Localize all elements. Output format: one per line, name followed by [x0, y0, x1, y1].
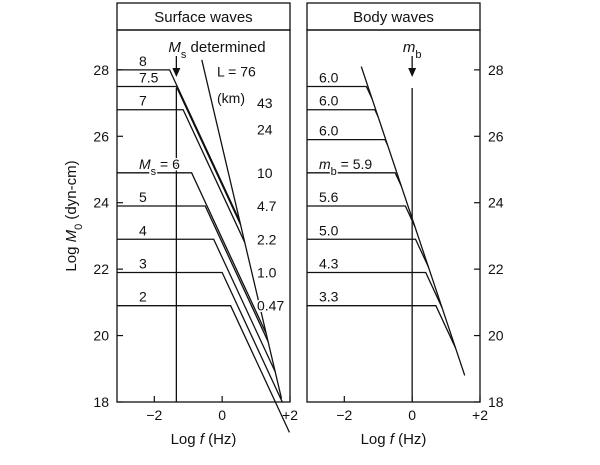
spectrum-curve	[307, 138, 389, 146]
spectrum-curve	[117, 305, 291, 433]
length-value: 24	[257, 122, 273, 138]
length-unit: (km)	[217, 90, 245, 106]
spectrum-label: 5	[139, 189, 147, 205]
x-axis-label: Log f (Hz)	[361, 431, 427, 448]
x-axis-label: Log f (Hz)	[171, 431, 237, 448]
spectrum-label: 8	[139, 53, 147, 69]
y-axis-label: Log M0 (dyn-cm)	[63, 160, 85, 271]
spectrum-label: Ms = 6	[139, 156, 180, 178]
spectrum-curve	[117, 238, 276, 373]
length-value: 0.47	[257, 298, 284, 314]
x-tick-label: +2	[472, 407, 488, 423]
y-tick-label: 26	[488, 128, 504, 144]
spectrum-curve	[117, 109, 246, 243]
spectrum-curve	[307, 109, 379, 117]
y-tick-label: 20	[488, 328, 504, 344]
y-tick-label: 26	[93, 128, 109, 144]
y-tick-label: 22	[488, 261, 504, 277]
plot-frame	[116, 29, 291, 403]
length-value: 43	[257, 95, 273, 111]
spectrum-label: 5.6	[319, 189, 339, 205]
length-value: 2.2	[257, 231, 277, 247]
y-tick-label: 18	[488, 394, 504, 410]
x-tick-label: 0	[408, 407, 416, 423]
panel-title: Surface waves	[154, 9, 252, 26]
spectrum-curve	[307, 238, 429, 268]
spectrum-label: 5.0	[319, 222, 339, 238]
spectrum-label: 4.3	[319, 255, 339, 271]
spectrum-curve	[117, 271, 283, 403]
y-tick-label: 24	[93, 195, 109, 211]
y-tick-label: 28	[488, 62, 504, 78]
length-value: 1.0	[257, 264, 277, 280]
length-value: 4.7	[257, 198, 277, 214]
panel-body-waves: Body waves −2 0 +218 20 22 24 26 28 Log f (Hz) mb 6…	[306, 2, 504, 448]
spectrum-curve	[307, 305, 457, 349]
marker-arrow-head	[408, 68, 417, 77]
spectrum-curve	[117, 205, 269, 342]
y-tick-label: 28	[93, 62, 109, 78]
spectrum-curve	[117, 69, 241, 222]
x-tick-label: 0	[218, 407, 226, 423]
x-tick-label: −2	[336, 407, 352, 423]
spectrum-curve	[117, 85, 242, 226]
marker-label: mb	[403, 39, 422, 61]
spectrum-label: 3	[139, 255, 147, 271]
corner-frequency-line	[201, 59, 283, 399]
spectrum-label: 6.0	[319, 93, 339, 109]
spectrum-label: 7	[139, 93, 147, 109]
y-tick-label: 18	[93, 394, 109, 410]
plot-frame	[306, 29, 481, 403]
length-header: L = 76	[217, 64, 256, 80]
x-tick-label: −2	[146, 407, 162, 423]
length-value: 10	[257, 165, 273, 181]
spectrum-curve	[307, 85, 373, 100]
y-tick-label: 22	[93, 261, 109, 277]
spectrum-curve	[307, 172, 402, 187]
spectrum-label: 4	[139, 222, 147, 238]
spectrum-label: 6.0	[319, 69, 339, 85]
marker-arrow-head	[172, 68, 181, 77]
spectrum-label: 3.3	[319, 289, 339, 305]
spectrum-label: 2	[139, 289, 147, 305]
x-tick-label: +2	[282, 407, 298, 423]
spectrum-label: mb = 5.9	[319, 156, 372, 178]
spectrum-curve	[307, 271, 443, 308]
spectrum-curve	[307, 205, 416, 227]
marker-label: Ms determined	[168, 39, 265, 61]
spectrum-curve	[117, 172, 267, 334]
panel-title: Body waves	[353, 9, 434, 26]
spectrum-label: 7.5	[139, 69, 159, 85]
spectrum-label: 6.0	[319, 123, 339, 139]
y-tick-label: 20	[93, 328, 109, 344]
y-tick-label: 24	[488, 195, 504, 211]
